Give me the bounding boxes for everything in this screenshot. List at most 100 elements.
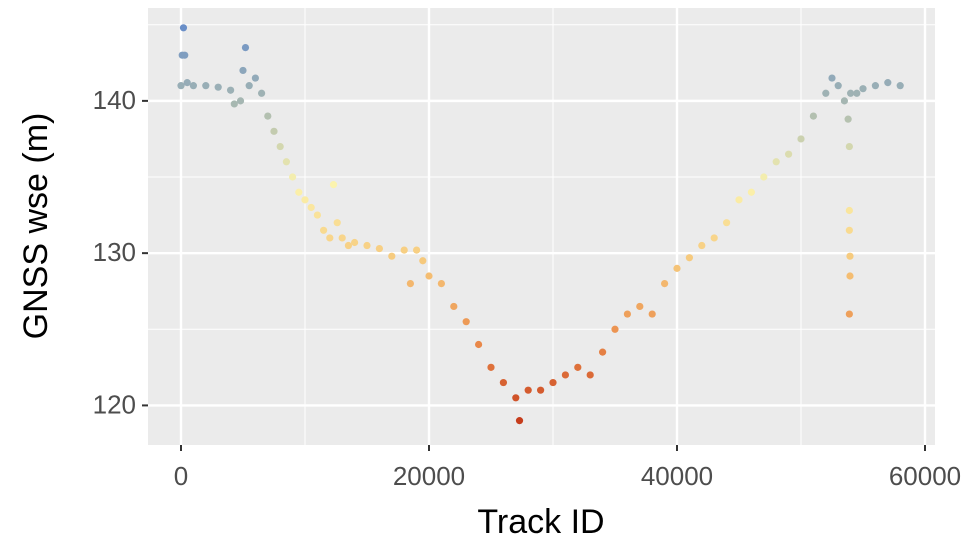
point (772, 158, 780, 166)
point (419, 257, 427, 265)
point (462, 318, 470, 326)
point (245, 82, 253, 90)
point (251, 74, 259, 82)
point (723, 219, 731, 227)
point (475, 340, 483, 349)
point (537, 386, 545, 394)
point (735, 196, 743, 204)
point (549, 378, 557, 387)
point (845, 310, 853, 318)
point (236, 97, 245, 105)
point (400, 246, 408, 254)
point (239, 66, 247, 75)
point (853, 89, 861, 97)
point (313, 211, 321, 219)
point (241, 43, 250, 52)
x-tick-label: 0 (174, 461, 188, 491)
point (846, 252, 854, 260)
point (515, 417, 524, 425)
point (636, 302, 644, 311)
point (189, 82, 197, 90)
point (524, 386, 532, 394)
point (437, 279, 445, 288)
point (301, 196, 309, 204)
point (845, 206, 853, 215)
point (845, 226, 853, 234)
point (698, 241, 706, 250)
point (295, 188, 303, 196)
y-tick-label: 120 (93, 389, 136, 419)
point (264, 112, 272, 120)
point (834, 82, 842, 90)
point (561, 371, 570, 379)
point (226, 86, 235, 94)
point (896, 82, 904, 90)
point (574, 363, 582, 371)
point (344, 241, 352, 250)
point (179, 24, 188, 32)
y-tick-label: 140 (93, 85, 136, 115)
point (512, 394, 520, 402)
point (859, 85, 867, 93)
point (845, 142, 853, 151)
point (412, 246, 421, 254)
panel (148, 8, 935, 445)
point (586, 371, 594, 379)
point (363, 241, 371, 250)
point (844, 115, 852, 123)
point (760, 173, 768, 181)
point (257, 89, 266, 97)
point (847, 89, 855, 97)
point (499, 378, 508, 387)
point (685, 254, 694, 262)
point (288, 173, 297, 181)
x-tick-label: 60000 (889, 461, 961, 491)
point (350, 238, 359, 247)
point (307, 203, 315, 212)
point (487, 363, 495, 371)
point (230, 100, 238, 108)
y-tick-label: 130 (93, 237, 136, 267)
point (319, 226, 328, 234)
point (326, 234, 334, 242)
point (797, 135, 805, 143)
point (710, 234, 718, 242)
point (809, 112, 818, 120)
point (840, 97, 849, 105)
point (450, 302, 458, 311)
point (828, 74, 836, 82)
point (747, 188, 756, 196)
x-tick-label: 40000 (641, 461, 713, 491)
point (214, 83, 222, 91)
point (785, 150, 793, 158)
point (599, 348, 607, 356)
point (177, 82, 185, 90)
x-tick-label: 20000 (393, 461, 465, 491)
point (406, 279, 414, 288)
point (611, 325, 619, 333)
point (338, 234, 346, 242)
point (884, 79, 892, 87)
point (388, 252, 396, 260)
point (673, 264, 681, 272)
point (623, 310, 632, 318)
point (282, 158, 290, 166)
y-axis-title: GNSS wse (m) (17, 113, 55, 340)
point (183, 79, 191, 87)
point (202, 82, 210, 90)
point (822, 89, 830, 97)
point (375, 244, 383, 253)
point (871, 82, 880, 90)
x-axis-title: Track ID (477, 503, 604, 541)
point (333, 219, 341, 227)
point (181, 51, 189, 59)
point (846, 272, 854, 280)
point (276, 142, 284, 151)
point (425, 272, 433, 280)
point (270, 127, 278, 135)
point (329, 181, 338, 189)
point (661, 279, 669, 288)
point (648, 310, 656, 318)
